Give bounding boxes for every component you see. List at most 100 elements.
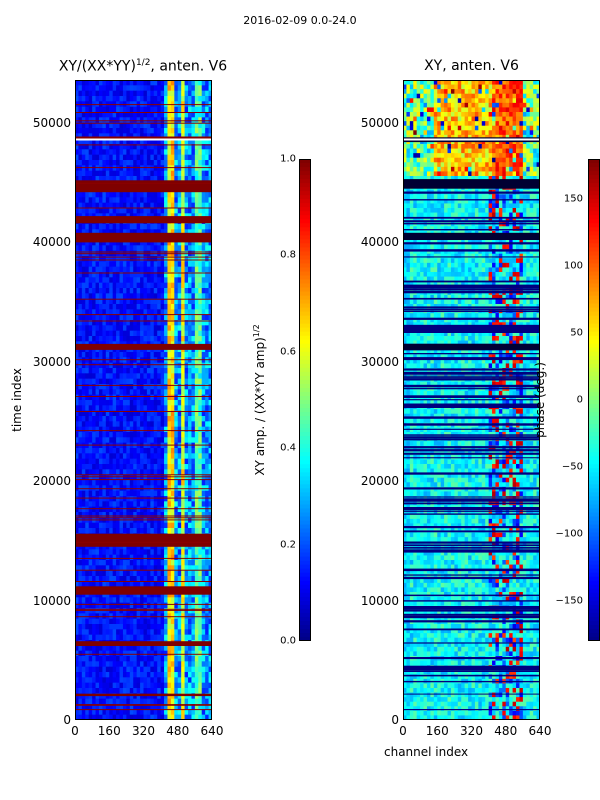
right-heatmap-cell <box>450 80 455 85</box>
left-heatmap-cell <box>174 672 179 678</box>
left-heatmap-cell <box>167 506 172 513</box>
left-heatmap-cell <box>109 672 114 678</box>
left-heatmap-cell <box>143 394 148 401</box>
left-heatmap-cell <box>102 698 107 705</box>
left-heatmap-cell <box>140 288 144 294</box>
left-heatmap-cell <box>81 506 86 513</box>
left-heatmap-cell <box>201 581 206 588</box>
left-heatmap-cell <box>184 197 189 204</box>
left-heatmap-cell <box>136 314 141 321</box>
left-heatmap-cell <box>129 410 134 417</box>
left-heatmap-cell <box>102 597 107 604</box>
left-heatmap-cell <box>133 453 138 460</box>
left-heatmap-cell <box>98 704 103 710</box>
left-heatmap-cell <box>129 597 134 604</box>
left-heatmap-cell <box>85 144 90 150</box>
left-heatmap-cell <box>198 304 203 310</box>
left-flag-line <box>75 122 212 124</box>
left-heatmap-cell <box>112 490 117 497</box>
left-heatmap-cell <box>150 192 155 198</box>
left-heatmap-cell <box>112 197 117 204</box>
left-heatmap-cell <box>201 362 206 369</box>
left-heatmap-cell <box>164 400 168 406</box>
left-heatmap-cell <box>78 682 83 689</box>
left-heatmap-cell <box>78 288 83 294</box>
left-heatmap-cell <box>75 645 79 652</box>
left-heatmap-cell <box>177 266 182 273</box>
left-heatmap-cell <box>153 597 158 604</box>
left-heatmap-cell <box>181 506 185 513</box>
left-heatmap-cell <box>174 490 179 497</box>
left-heatmap-cell <box>143 426 148 433</box>
left-heatmap-cell <box>140 154 144 161</box>
left-heatmap-cell <box>126 405 131 412</box>
left-heatmap-cell <box>194 560 199 566</box>
left-heatmap-cell <box>167 650 172 657</box>
left-heatmap-cell <box>119 256 124 262</box>
left-heatmap-cell <box>133 325 138 332</box>
left-heatmap-cell <box>160 384 165 390</box>
left-heatmap-cell <box>109 304 114 310</box>
left-heatmap-cell <box>150 96 155 102</box>
left-heatmap-cell <box>129 197 134 204</box>
left-heatmap-cell <box>75 112 79 118</box>
left-heatmap-cell <box>81 437 86 444</box>
left-heatmap-cell <box>184 224 189 230</box>
left-heatmap-cell <box>150 362 155 369</box>
left-heatmap-cell <box>153 208 158 214</box>
left-heatmap-cell <box>126 416 131 422</box>
left-heatmap-cell <box>150 581 155 588</box>
left-heatmap-cell <box>78 208 83 214</box>
left-heatmap-cell <box>112 512 117 518</box>
left-heatmap-cell <box>85 160 90 166</box>
left-heatmap-cell <box>78 229 83 236</box>
left-heatmap-cell <box>184 304 189 310</box>
left-heatmap-cell <box>184 661 189 668</box>
left-heatmap-cell <box>188 106 192 113</box>
left-heatmap-cell <box>143 624 148 630</box>
left-heatmap-cell <box>126 272 131 278</box>
left-heatmap-cell <box>150 453 155 460</box>
left-heatmap-cell <box>184 229 189 236</box>
left-heatmap-cell <box>170 389 175 396</box>
left-heatmap-cell <box>177 368 182 374</box>
left-heatmap-cell <box>95 437 100 444</box>
left-heatmap-cell <box>129 272 134 278</box>
left-heatmap-cell <box>126 330 131 337</box>
left-heatmap-cell <box>146 261 151 268</box>
left-heatmap-cell <box>157 224 162 230</box>
left-heatmap-cell <box>198 549 203 556</box>
left-heatmap-cell <box>205 277 209 284</box>
left-heatmap-cell <box>122 293 127 300</box>
left-heatmap-cell <box>181 170 185 177</box>
left-heatmap-cell <box>140 202 144 209</box>
left-heatmap-cell <box>160 165 165 172</box>
left-heatmap-cell <box>81 672 86 678</box>
left-heatmap-cell <box>88 394 93 401</box>
left-heatmap-cell <box>191 320 196 326</box>
left-heatmap-cell <box>116 645 120 652</box>
left-heatmap-cell <box>105 154 110 161</box>
left-heatmap-cell <box>167 272 172 278</box>
left-heatmap-cell <box>92 336 96 342</box>
left-heatmap-cell <box>102 688 107 694</box>
left-heatmap-cell <box>129 677 134 684</box>
left-heatmap-cell <box>140 138 144 145</box>
left-heatmap-cell <box>181 709 185 716</box>
left-heatmap-cell <box>119 448 124 454</box>
left-heatmap-cell <box>177 570 182 577</box>
left-heatmap-cell <box>85 544 90 550</box>
left-heatmap-cell <box>78 133 83 140</box>
left-heatmap-cell <box>160 480 165 486</box>
left-heatmap-cell <box>116 512 120 518</box>
left-heatmap-cell <box>194 336 199 342</box>
left-heatmap-cell <box>157 410 162 417</box>
left-heatmap-cell <box>181 202 185 209</box>
left-heatmap-cell <box>102 437 107 444</box>
left-heatmap-cell <box>95 661 100 668</box>
left-heatmap-cell <box>184 682 189 689</box>
left-heatmap-cell <box>157 144 162 150</box>
left-heatmap-cell <box>198 229 203 236</box>
left-heatmap-cell <box>170 522 175 529</box>
left-heatmap-cell <box>167 282 172 289</box>
